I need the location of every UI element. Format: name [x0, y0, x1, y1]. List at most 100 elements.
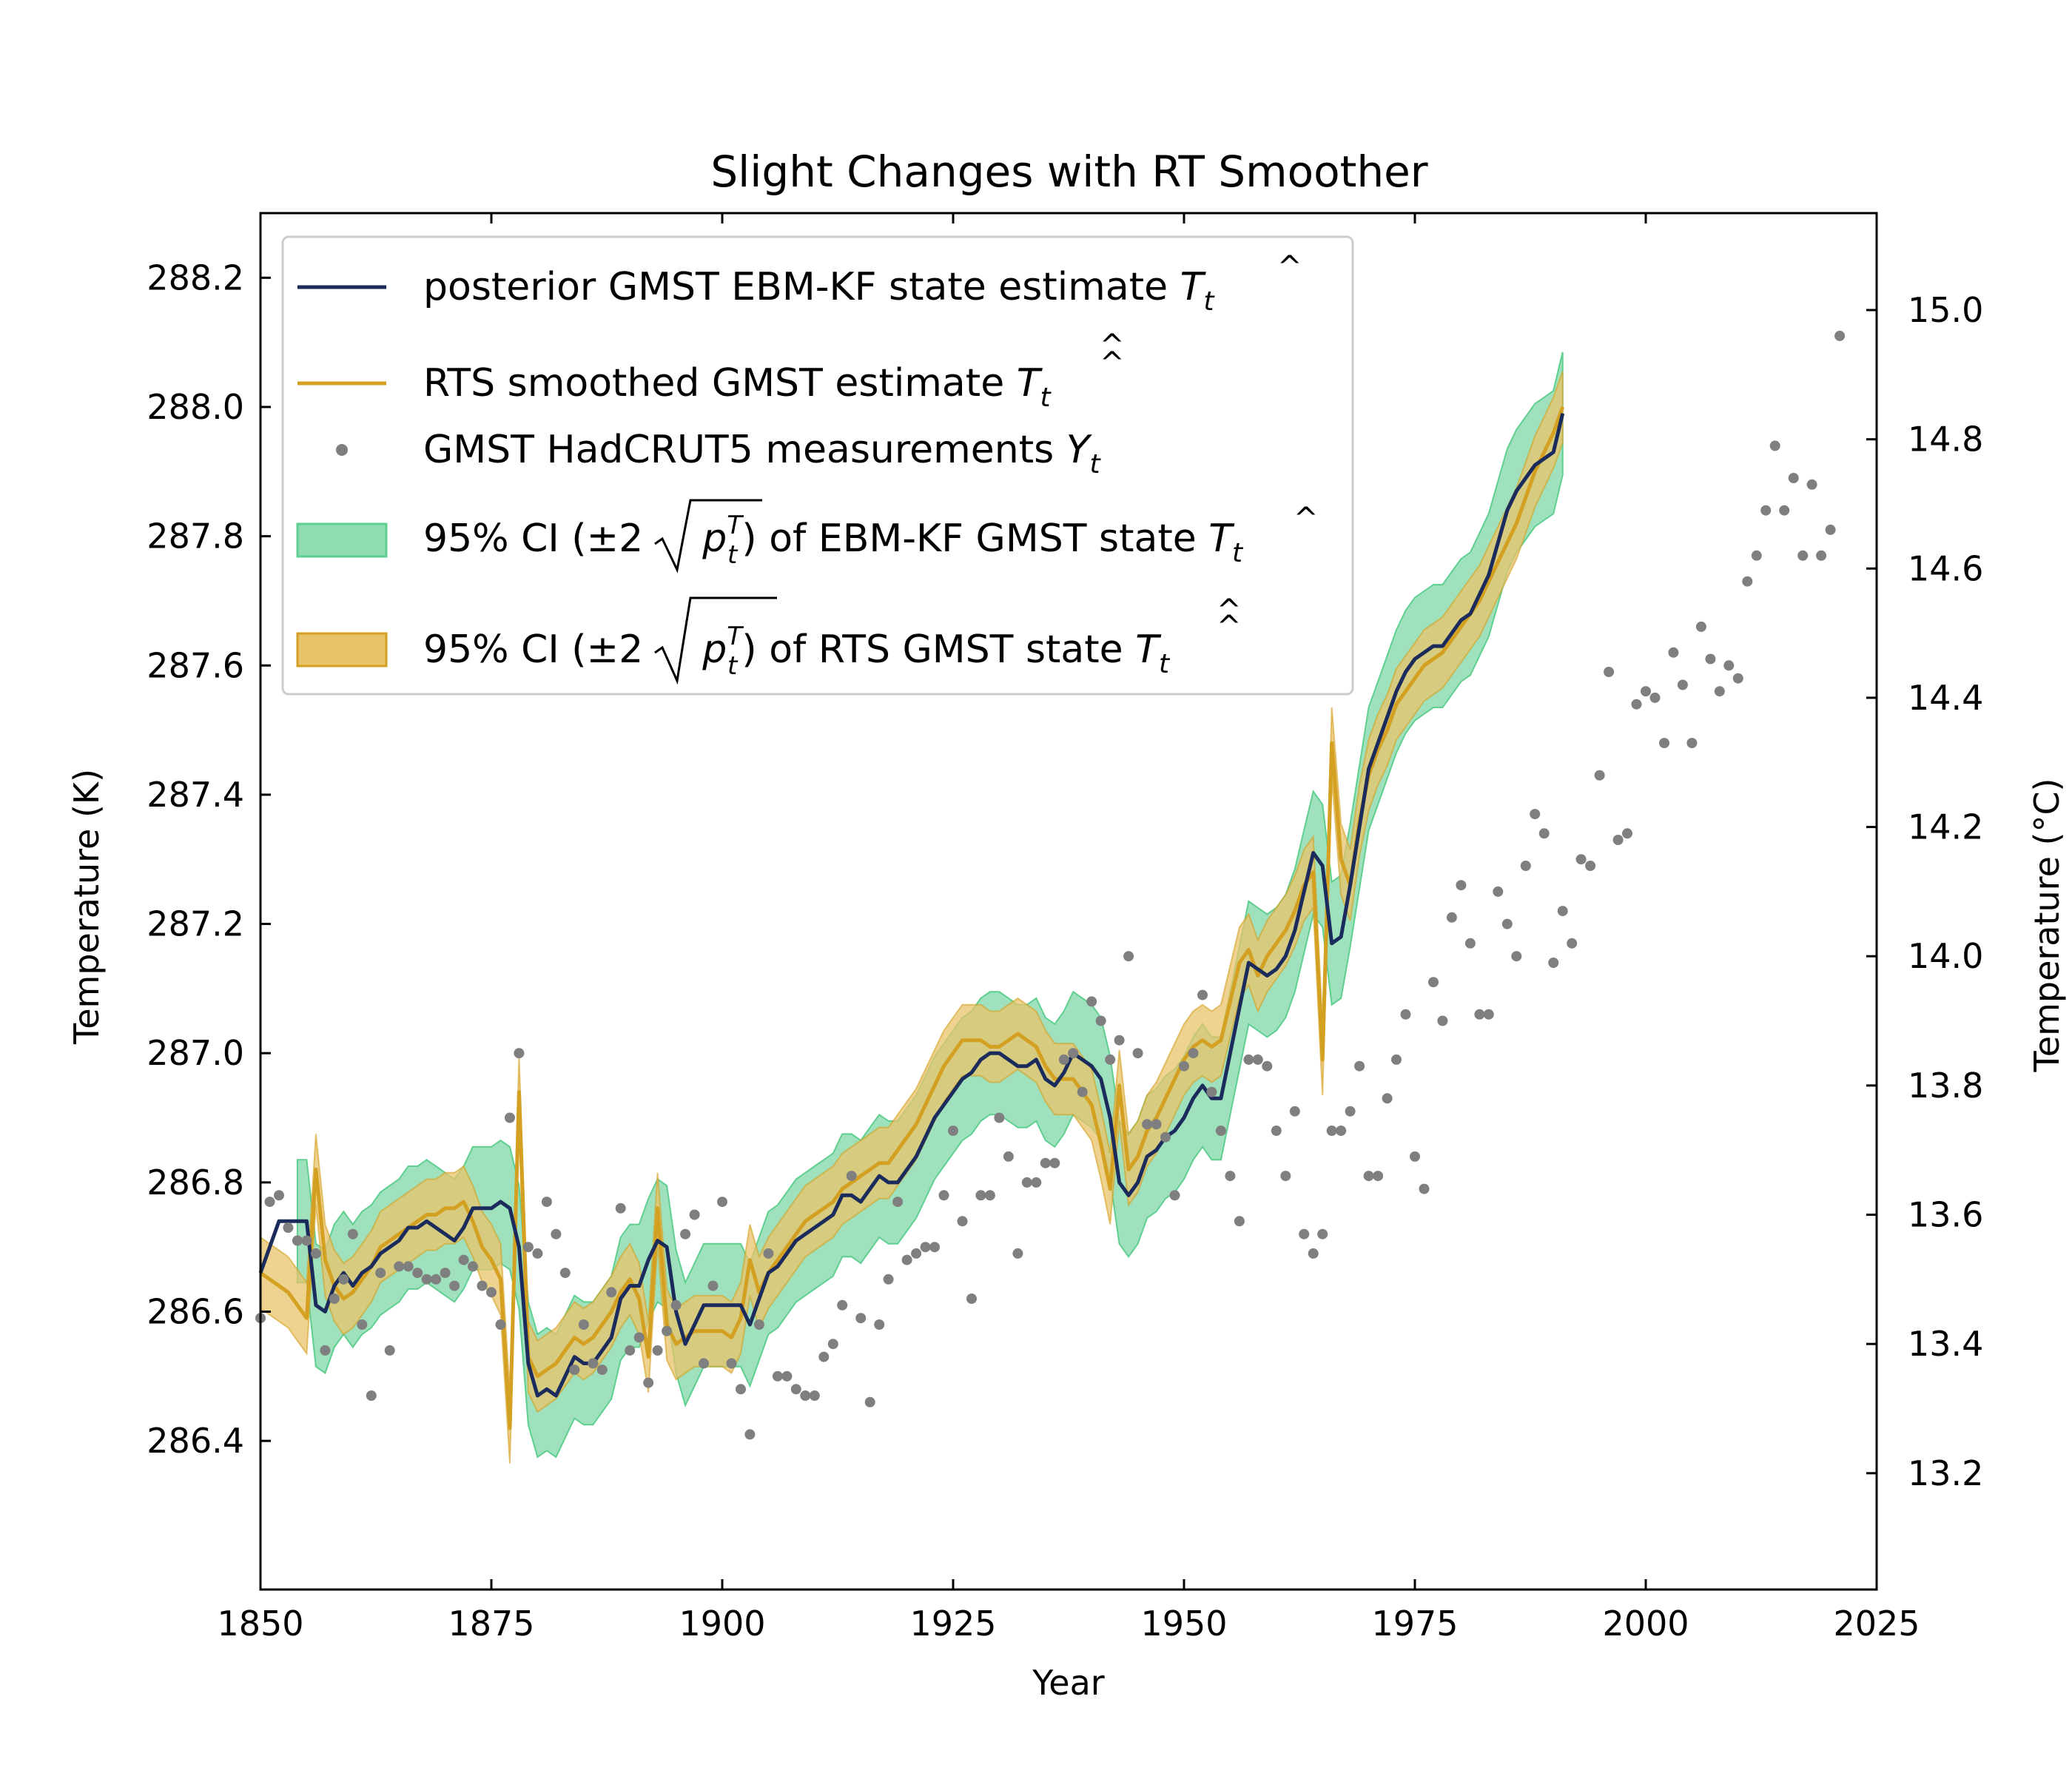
measurement-point — [920, 1242, 931, 1253]
measurement-point — [1677, 679, 1688, 690]
measurement-point — [559, 1268, 571, 1279]
measurement-point — [1779, 505, 1790, 516]
measurement-point — [1446, 912, 1457, 923]
measurement-point — [1834, 330, 1846, 341]
measurement-point — [707, 1280, 719, 1291]
measurement-points — [255, 330, 1846, 1440]
measurement-point — [569, 1365, 580, 1376]
measurement-point — [1437, 1015, 1448, 1026]
measurement-point — [1049, 1157, 1060, 1168]
x-tick-label: 2000 — [1602, 1604, 1689, 1644]
measurement-point — [486, 1287, 497, 1298]
measurement-point — [1538, 828, 1550, 839]
y-tick-label-left: 286.8 — [147, 1163, 244, 1202]
y-tick-label-right: 15.0 — [1908, 290, 1983, 330]
measurement-point — [1742, 576, 1753, 587]
measurement-point — [689, 1209, 700, 1220]
legend-ci-kf-sqrt — [654, 499, 762, 574]
measurement-point — [596, 1365, 608, 1376]
measurement-point — [1151, 1119, 1162, 1130]
measurement-point — [1659, 738, 1669, 749]
measurement-point — [375, 1268, 386, 1279]
plot-area — [255, 330, 1846, 1464]
measurement-point — [1105, 1054, 1116, 1065]
measurement-point — [1530, 809, 1541, 820]
measurement-point — [1493, 886, 1504, 897]
measurement-point — [901, 1254, 912, 1265]
measurement-point — [1705, 653, 1716, 665]
measurement-point — [578, 1319, 589, 1330]
measurement-point — [736, 1384, 746, 1395]
measurement-point — [744, 1429, 756, 1440]
measurement-point — [412, 1268, 423, 1279]
measurement-point — [1234, 1216, 1245, 1227]
measurement-point — [514, 1048, 525, 1059]
measurement-point — [994, 1112, 1005, 1123]
measurement-point — [1714, 686, 1725, 697]
measurement-point — [1695, 621, 1706, 632]
measurement-point — [1095, 1015, 1106, 1026]
legend-rts-hat2: ^ — [1100, 329, 1125, 363]
legend-kf-hat: ^ — [1277, 250, 1302, 284]
measurement-point — [1179, 1060, 1189, 1072]
measurement-point — [301, 1235, 312, 1246]
measurement-point — [1816, 550, 1827, 561]
measurement-point — [384, 1345, 395, 1356]
rts-line — [259, 406, 1565, 1430]
measurement-point — [1612, 835, 1624, 845]
measurement-point — [1354, 1060, 1365, 1072]
measurement-point — [1123, 951, 1134, 962]
measurement-point — [957, 1216, 968, 1227]
y-tick-label-right: 14.6 — [1908, 548, 1983, 588]
measurement-point — [1622, 828, 1632, 839]
measurement-point — [1391, 1054, 1402, 1065]
measurement-point — [1336, 1126, 1347, 1136]
measurement-point — [1410, 1151, 1420, 1162]
legend-ci-rts-swatch — [296, 632, 388, 667]
chart-title: Slight Changes with RT Smoother — [710, 147, 1427, 197]
measurement-point — [1317, 1228, 1328, 1240]
measurement-point — [458, 1254, 469, 1265]
measurement-point — [763, 1248, 774, 1259]
legend-meas-label: GMST HadCRUT5 measurements Yt — [423, 428, 1101, 480]
y-tick-label-right: 14.0 — [1908, 936, 1983, 976]
y-axis-right: 13.2 13.4 13.6 13.8 14.0 14.2 14.4 14.6 14.8 15.0 — [1866, 290, 1983, 1493]
measurement-point — [421, 1274, 432, 1285]
measurement-point — [911, 1248, 922, 1259]
measurement-point — [772, 1370, 783, 1382]
measurement-point — [1132, 1048, 1143, 1059]
x-tick-label: 1925 — [909, 1604, 996, 1644]
y-tick-label-left: 287.0 — [147, 1033, 244, 1073]
measurement-point — [1031, 1177, 1042, 1188]
measurement-point — [1262, 1060, 1273, 1072]
y-tick-label-left: 287.6 — [147, 645, 244, 685]
measurement-point — [809, 1390, 820, 1401]
measurement-point — [1760, 505, 1772, 516]
measurement-point — [1169, 1190, 1180, 1201]
y-tick-label-left: 288.0 — [147, 387, 244, 427]
measurement-point — [532, 1248, 543, 1259]
measurement-point — [541, 1197, 552, 1208]
x-tick-label: 1850 — [217, 1604, 303, 1644]
x-tick-label: 1875 — [448, 1604, 534, 1644]
measurement-point — [1419, 1183, 1430, 1194]
measurement-point — [1021, 1177, 1032, 1188]
measurement-point — [1641, 686, 1651, 697]
measurement-point — [292, 1235, 303, 1246]
legend-ci-rts-label: 95% CI (±2 pT t) of RTS GMST state Tt — [423, 622, 1171, 681]
measurement-point — [310, 1248, 321, 1259]
measurement-point — [1575, 854, 1587, 865]
measurement-point — [1142, 1119, 1153, 1130]
measurement-point — [495, 1319, 506, 1330]
legend-meas-swatch — [336, 444, 348, 456]
measurement-point — [1299, 1228, 1310, 1240]
y-axis-label-left: Temperature (K) — [67, 769, 107, 1045]
legend-kf-label: posterior GMST EBM-KF state estimate Tt — [423, 265, 1215, 317]
measurement-point — [1400, 1009, 1411, 1020]
measurement-point — [1788, 473, 1799, 483]
x-axis: 1850 1875 1900 1925 1950 1975 2000 2025 — [217, 213, 1920, 1644]
y-tick-label-left: 288.2 — [147, 258, 244, 297]
measurement-point — [1363, 1171, 1374, 1182]
measurement-point — [680, 1228, 691, 1240]
measurement-point — [827, 1339, 838, 1350]
